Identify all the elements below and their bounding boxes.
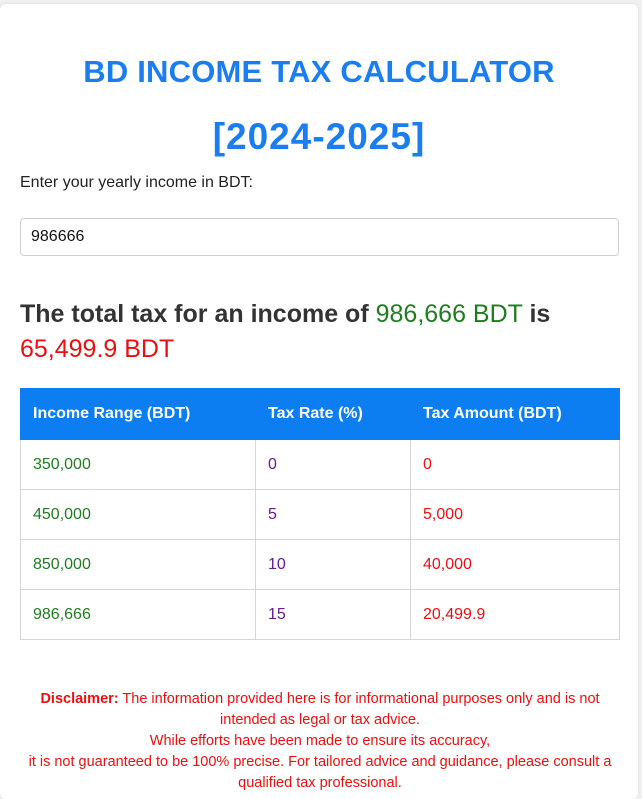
tax-rate-cell: 15 [255, 589, 411, 640]
column-header-income-range: Income Range (BDT) [20, 388, 256, 440]
tax-year: [2024-2025] [212, 116, 426, 157]
tax-breakdown-table: Income Range (BDT) Tax Rate (%) Tax Amou… [20, 388, 620, 640]
column-header-tax-rate: Tax Rate (%) [255, 388, 411, 440]
income-input[interactable] [20, 218, 619, 256]
disclaimer-line-1: The information provided here is for inf… [122, 691, 600, 728]
tax-amount-cell: 40,000 [410, 539, 620, 590]
result-income: 986,666 BDT [375, 300, 523, 328]
tax-amount-cell: 0 [410, 439, 620, 490]
tax-amount-cell: 20,499.9 [410, 589, 620, 640]
disclaimer-label: Disclaimer: [40, 691, 119, 707]
column-header-tax-amount: Tax Amount (BDT) [410, 388, 620, 440]
tax-rate-cell: 10 [255, 539, 411, 590]
table-header-row: Income Range (BDT) Tax Rate (%) Tax Amou… [20, 388, 620, 440]
table-row: 350,000 0 0 [20, 439, 620, 490]
table-row: 850,000 10 40,000 [20, 539, 620, 590]
income-range-cell: 350,000 [20, 439, 256, 490]
page-title: BD INCOME TAX CALCULATOR [83, 54, 555, 89]
result-prefix: The total tax for an income of [20, 300, 369, 328]
tax-rate-cell: 0 [255, 439, 411, 490]
table-row: 986,666 15 20,499.9 [20, 589, 620, 640]
disclaimer-line-2: While efforts have been made to ensure i… [149, 733, 491, 749]
income-range-cell: 986,666 [20, 589, 256, 640]
income-range-cell: 450,000 [20, 489, 256, 540]
result-mid: is [529, 300, 551, 328]
income-range-cell: 850,000 [20, 539, 256, 590]
disclaimer: Disclaimer: The information provided her… [20, 689, 620, 794]
income-input-label: Enter your yearly income in BDT: [20, 174, 253, 191]
disclaimer-line-3: it is not guaranteed to be 100% precise.… [28, 754, 612, 791]
result-tax: 65,499.9 BDT [20, 335, 175, 363]
calculator-card: BD INCOME TAX CALCULATOR [2024-2025] Ent… [0, 4, 638, 799]
tax-amount-cell: 5,000 [410, 489, 620, 540]
tax-rate-cell: 5 [255, 489, 411, 540]
table-row: 450,000 5 5,000 [20, 489, 620, 540]
result-text: The total tax for an income of 986,666 B… [20, 297, 620, 367]
